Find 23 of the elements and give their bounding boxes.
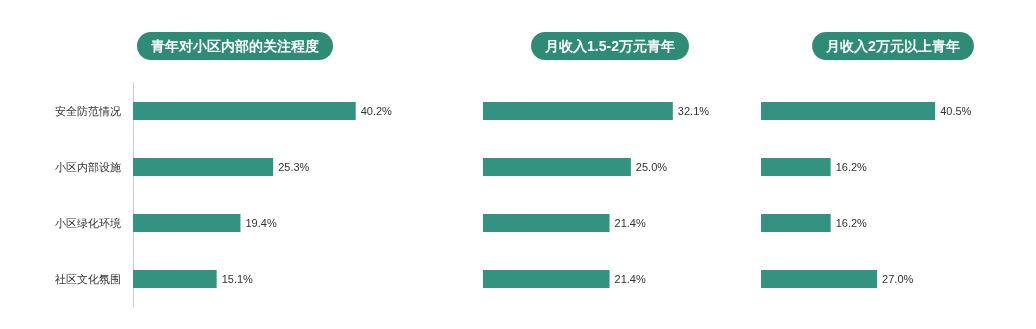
data-label: 21.4% <box>614 217 646 229</box>
bar <box>133 270 217 288</box>
chart-title: 月收入1.5-2万元青年 <box>544 38 675 54</box>
y-tick-label: 小区内部设施 <box>55 161 121 173</box>
bar <box>133 214 241 232</box>
y-tick-label: 小区绿化环境 <box>55 217 121 229</box>
data-label: 25.0% <box>635 161 668 173</box>
data-label: 21.4% <box>614 273 646 285</box>
chart-title: 月收入2万元以上青年 <box>825 38 960 54</box>
data-label: 27.0% <box>882 273 914 285</box>
data-label: 25.3% <box>278 161 310 173</box>
data-label: 15.1% <box>221 273 254 285</box>
data-label: 19.4% <box>245 217 277 229</box>
bar <box>133 158 274 176</box>
y-tick-label: 社区文化氛围 <box>55 273 121 285</box>
data-label: 40.2% <box>360 105 393 117</box>
data-label: 16.2% <box>835 161 868 173</box>
data-label: 16.2% <box>835 217 868 229</box>
data-label: 40.5% <box>940 105 972 117</box>
chart-title: 青年对小区内部的关注程度 <box>150 38 319 54</box>
data-label: 32.1% <box>677 105 710 117</box>
y-tick-label: 安全防范情况 <box>55 105 121 117</box>
bar <box>133 102 356 120</box>
